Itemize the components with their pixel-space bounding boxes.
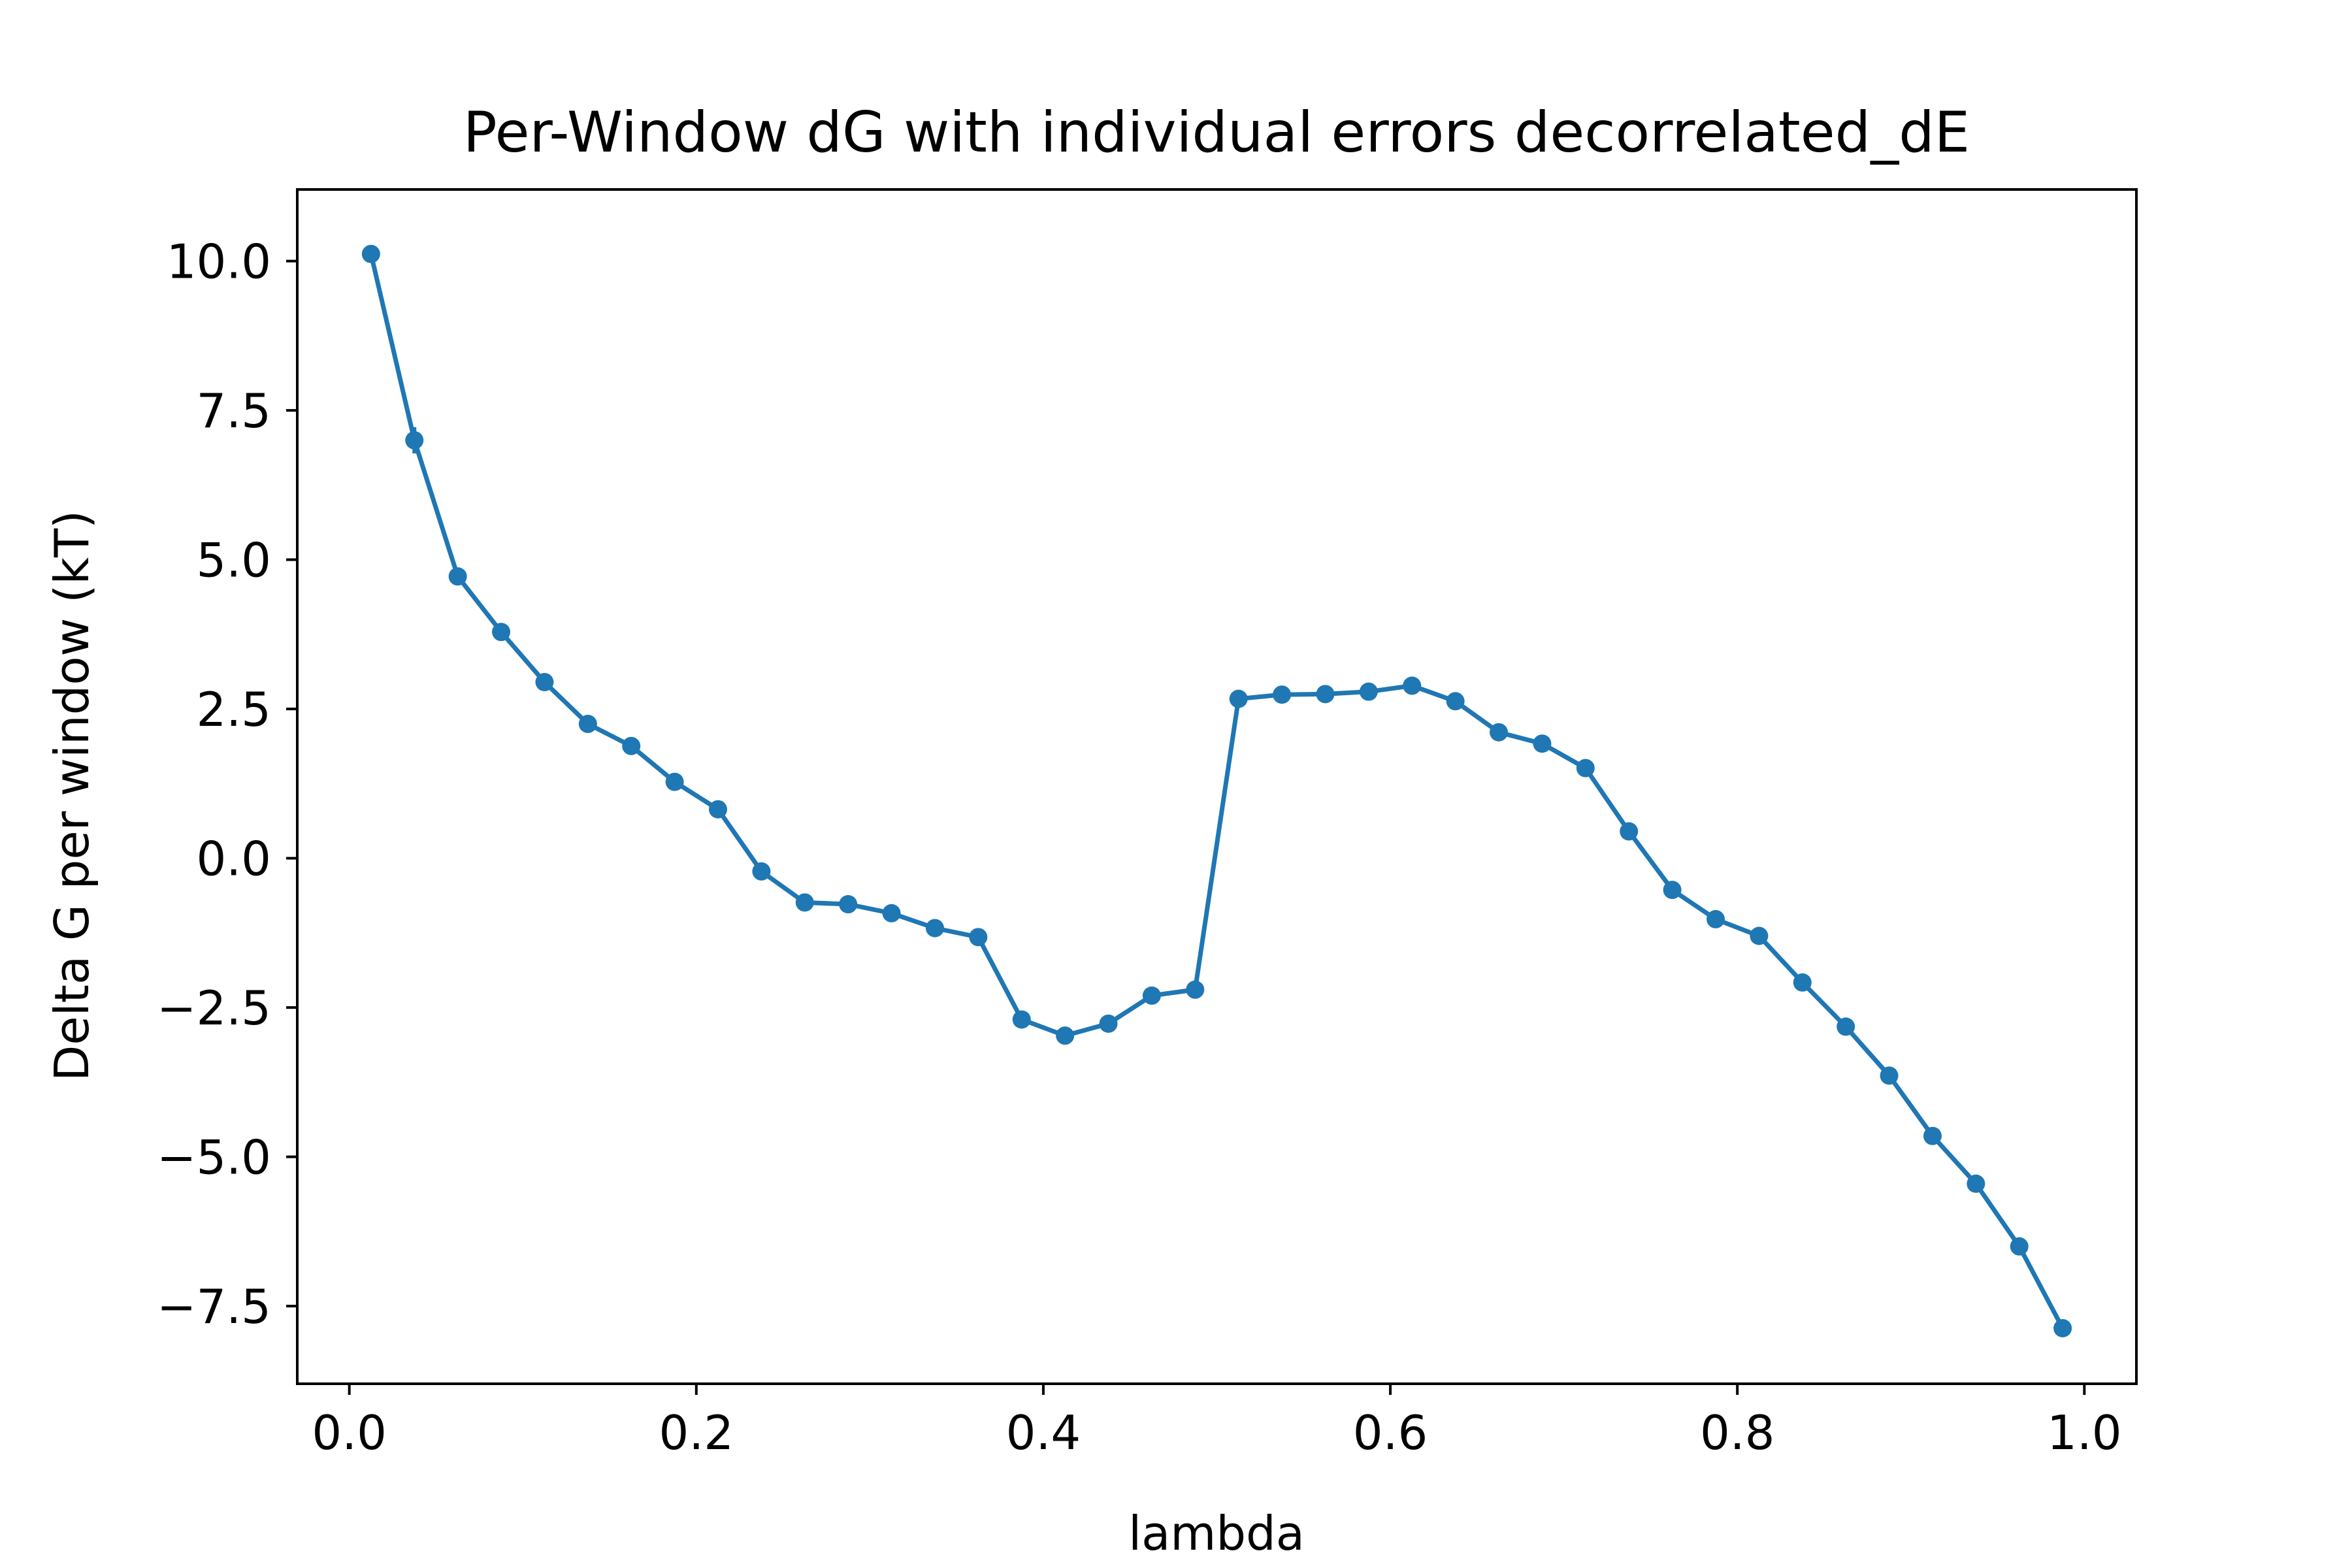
data-point [1012,1010,1031,1029]
data-point [1663,881,1682,900]
x-tick-label: 1.0 [2047,1405,2122,1460]
y-tick-label: −5.0 [157,1130,271,1185]
data-point [1403,676,1422,695]
data-point [925,919,944,938]
data-point [1359,682,1378,701]
data-point [1142,986,1161,1005]
data-point [578,715,597,734]
data-point [405,431,424,449]
data-point [448,567,467,586]
data-point [1837,1017,1855,1036]
data-point [969,928,988,947]
data-point [1576,759,1595,777]
data-point [1316,685,1335,704]
data-point [1229,689,1248,708]
data-point [2053,1318,2072,1337]
data-point [882,904,901,923]
y-tick-label: 5.0 [196,533,271,588]
y-tick-label: 2.5 [196,682,271,737]
data-point [361,244,380,263]
data-point [1923,1126,1942,1145]
y-tick-label: −2.5 [157,981,271,1036]
data-point [1880,1066,1899,1085]
data-point [795,893,814,912]
data-point [839,895,858,914]
data-point [535,673,554,692]
axes-frame [296,188,2138,1385]
data-point [1186,980,1205,999]
data-point [1750,926,1769,945]
data-point [752,862,771,881]
data-point [1793,973,1812,992]
y-tick-label: 0.0 [196,832,271,887]
x-axis-label: lambda [1128,1506,1305,1561]
data-point [1620,822,1639,841]
data-point [622,736,641,755]
data-point [2010,1237,2029,1256]
x-axis: 0.0 0.2 0.4 0.6 0.8 1.0 [312,1384,2122,1460]
x-tick-label: 0.6 [1353,1405,1428,1460]
data-point [665,772,684,791]
data-point [708,800,727,819]
chart-title: Per-Window dG with individual errors dec… [463,100,1970,165]
data-point [1273,685,1292,704]
data-point [1533,734,1552,753]
data-point [1707,909,1725,928]
data-point [1490,723,1509,742]
data-point [1446,692,1465,711]
x-tick-label: 0.8 [1700,1405,1775,1460]
y-tick-label: −7.5 [157,1279,271,1334]
series-line [368,253,2065,1330]
x-tick-label: 0.0 [312,1405,387,1460]
y-axis: −7.5 −5.0 −2.5 0.0 2.5 5.0 7.5 10.0 [157,235,297,1334]
x-tick-label: 0.2 [659,1405,734,1460]
plot-area [361,244,2072,1337]
data-point [492,623,511,642]
x-tick-label: 0.4 [1006,1405,1081,1460]
y-tick-label: 7.5 [196,384,271,438]
y-tick-label: 10.0 [167,235,271,289]
y-axis-label: Delta G per window (kT) [44,510,99,1081]
data-point [1099,1014,1118,1033]
data-point [1967,1174,1985,1193]
data-point [1056,1026,1075,1045]
